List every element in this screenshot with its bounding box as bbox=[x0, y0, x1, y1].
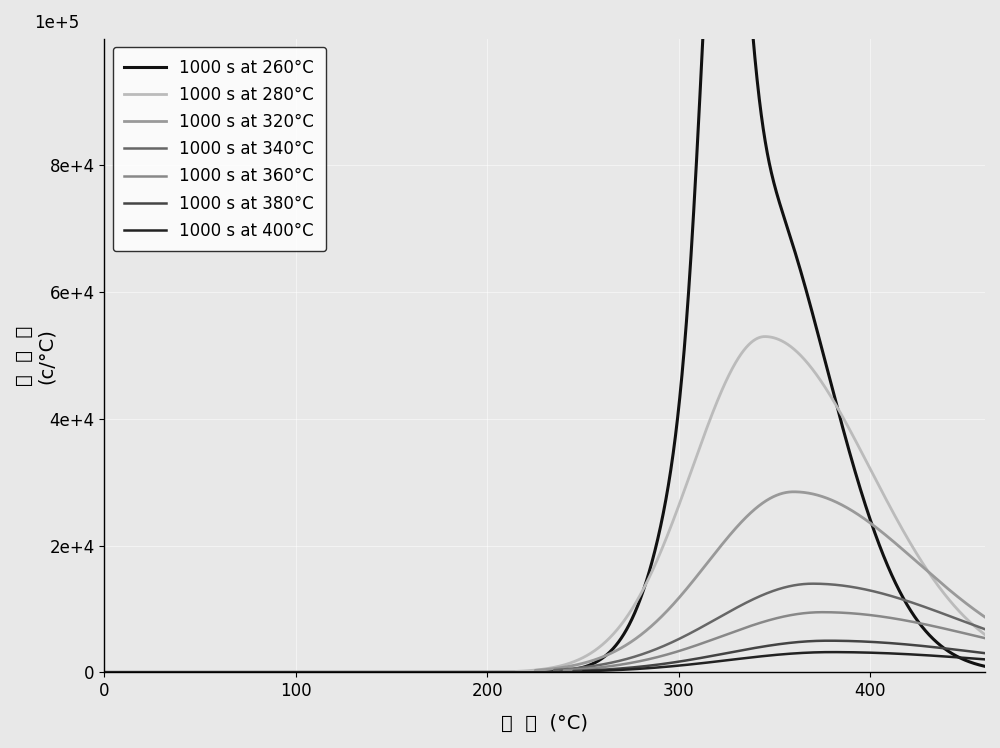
1000 s at 400°C bbox=[826, 648, 838, 657]
1000 s at 360°C bbox=[979, 634, 991, 643]
1000 s at 360°C bbox=[517, 668, 529, 677]
1000 s at 340°C bbox=[98, 668, 110, 677]
1000 s at 260°C bbox=[952, 652, 964, 661]
1000 s at 280°C bbox=[759, 332, 771, 341]
1000 s at 320°C bbox=[98, 668, 110, 677]
1000 s at 360°C bbox=[738, 624, 750, 633]
1000 s at 400°C bbox=[468, 668, 480, 677]
1000 s at 320°C bbox=[908, 555, 920, 564]
1000 s at 320°C bbox=[475, 668, 487, 677]
Y-axis label: 热  释  光
(c/°C): 热 释 光 (c/°C) bbox=[15, 325, 56, 386]
1000 s at 280°C bbox=[475, 668, 487, 677]
Line: 1000 s at 380°C: 1000 s at 380°C bbox=[104, 641, 985, 672]
1000 s at 400°C bbox=[475, 668, 487, 677]
Line: 1000 s at 320°C: 1000 s at 320°C bbox=[104, 491, 985, 672]
1000 s at 320°C bbox=[738, 515, 750, 524]
1000 s at 320°C bbox=[517, 668, 529, 677]
1000 s at 260°C bbox=[979, 662, 991, 671]
1000 s at 340°C bbox=[807, 579, 819, 588]
1000 s at 280°C bbox=[738, 346, 750, 355]
1000 s at 320°C bbox=[952, 592, 964, 601]
1000 s at 380°C bbox=[822, 637, 834, 646]
1000 s at 340°C bbox=[475, 668, 487, 677]
Legend: 1000 s at 260°C, 1000 s at 280°C, 1000 s at 320°C, 1000 s at 340°C, 1000 s at 36: 1000 s at 260°C, 1000 s at 280°C, 1000 s… bbox=[113, 47, 326, 251]
1000 s at 360°C bbox=[98, 668, 110, 677]
1000 s at 320°C bbox=[788, 487, 800, 496]
1000 s at 340°C bbox=[517, 668, 529, 677]
1000 s at 340°C bbox=[468, 668, 480, 677]
1000 s at 340°C bbox=[908, 599, 920, 608]
1000 s at 360°C bbox=[468, 668, 480, 677]
1000 s at 380°C bbox=[979, 649, 991, 657]
Line: 1000 s at 280°C: 1000 s at 280°C bbox=[104, 337, 985, 672]
1000 s at 360°C bbox=[908, 618, 920, 627]
1000 s at 380°C bbox=[517, 668, 529, 677]
1000 s at 360°C bbox=[952, 628, 964, 637]
1000 s at 320°C bbox=[979, 613, 991, 622]
Line: 1000 s at 400°C: 1000 s at 400°C bbox=[104, 652, 985, 672]
1000 s at 260°C bbox=[908, 612, 920, 621]
Line: 1000 s at 360°C: 1000 s at 360°C bbox=[104, 612, 985, 672]
1000 s at 280°C bbox=[952, 606, 964, 615]
1000 s at 280°C bbox=[517, 666, 529, 675]
1000 s at 260°C bbox=[475, 668, 487, 677]
1000 s at 260°C bbox=[98, 668, 110, 677]
1000 s at 400°C bbox=[738, 654, 750, 663]
1000 s at 380°C bbox=[952, 646, 964, 654]
X-axis label: 温  度  (°C): 温 度 (°C) bbox=[501, 714, 588, 733]
1000 s at 340°C bbox=[738, 599, 750, 608]
Line: 1000 s at 340°C: 1000 s at 340°C bbox=[104, 583, 985, 672]
1000 s at 380°C bbox=[98, 668, 110, 677]
1000 s at 340°C bbox=[952, 615, 964, 624]
1000 s at 400°C bbox=[908, 650, 920, 659]
Text: 1e+5: 1e+5 bbox=[34, 14, 79, 32]
Line: 1000 s at 260°C: 1000 s at 260°C bbox=[104, 0, 985, 672]
1000 s at 380°C bbox=[908, 641, 920, 650]
1000 s at 380°C bbox=[475, 668, 487, 677]
1000 s at 400°C bbox=[952, 653, 964, 662]
1000 s at 320°C bbox=[468, 668, 480, 677]
1000 s at 280°C bbox=[468, 668, 480, 677]
1000 s at 340°C bbox=[979, 625, 991, 634]
1000 s at 280°C bbox=[908, 545, 920, 554]
1000 s at 400°C bbox=[98, 668, 110, 677]
1000 s at 260°C bbox=[468, 668, 480, 677]
1000 s at 400°C bbox=[979, 655, 991, 664]
1000 s at 260°C bbox=[517, 668, 529, 677]
1000 s at 360°C bbox=[475, 668, 487, 677]
1000 s at 360°C bbox=[816, 607, 828, 616]
1000 s at 280°C bbox=[979, 630, 991, 639]
1000 s at 380°C bbox=[738, 646, 750, 654]
1000 s at 380°C bbox=[468, 668, 480, 677]
1000 s at 400°C bbox=[517, 668, 529, 677]
1000 s at 280°C bbox=[98, 668, 110, 677]
